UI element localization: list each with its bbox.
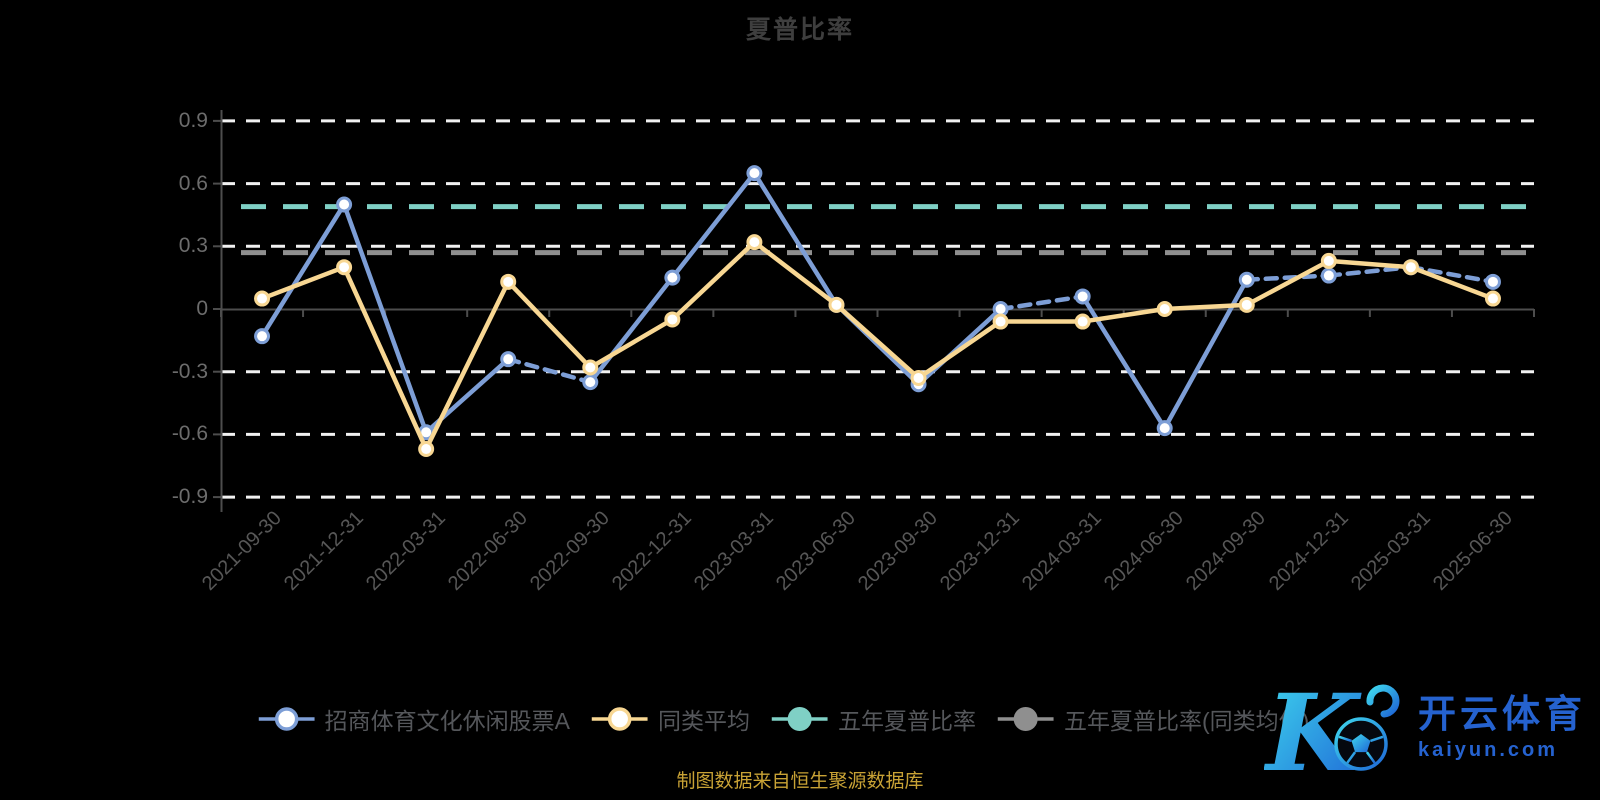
legend: 招商体育文化休闲股票A 同类平均 五年夏普比率 五年夏普比率(同类均值) <box>258 702 1309 736</box>
data-point-marker-0[interactable] <box>582 374 599 391</box>
y-tick-label: -0.6 <box>171 422 208 446</box>
legend-marker-icon <box>998 707 1055 731</box>
data-point-marker-1[interactable] <box>254 290 271 307</box>
data-point-marker-0[interactable] <box>664 269 681 286</box>
series-segment-0 <box>1326 264 1414 278</box>
y-tick-label: -0.3 <box>171 359 208 383</box>
series-segment-0 <box>341 202 429 435</box>
series-segment-0 <box>670 170 757 280</box>
data-point-marker-1[interactable] <box>1238 296 1255 313</box>
legend-label: 五年夏普比率(同类均值) <box>1064 708 1310 734</box>
series-segment-1 <box>588 317 675 370</box>
data-point-marker-1[interactable] <box>582 359 599 376</box>
legend-item[interactable]: 五年夏普比率(同类均值) <box>998 702 1309 736</box>
data-point-marker-1[interactable] <box>992 313 1009 330</box>
legend-label: 五年夏普比率 <box>838 708 977 734</box>
data-point-marker-1[interactable] <box>1484 290 1501 307</box>
series-segment-0 <box>998 294 1085 312</box>
data-point-marker-0[interactable] <box>1238 271 1255 288</box>
data-point-marker-0[interactable] <box>500 351 517 368</box>
data-point-marker-1[interactable] <box>1320 252 1337 269</box>
legend-item[interactable]: 五年夏普比率 <box>772 702 976 736</box>
data-point-marker-1[interactable] <box>500 273 517 290</box>
data-point-marker-1[interactable] <box>1074 313 1091 330</box>
legend-label: 同类平均 <box>658 708 751 734</box>
y-tick-label: -0.9 <box>171 485 208 509</box>
data-point-marker-1[interactable] <box>1156 301 1173 317</box>
data-source-note: 制图数据来自恒生聚源数据库 <box>676 771 924 792</box>
data-point-marker-0[interactable] <box>1074 288 1091 305</box>
data-point-marker-0[interactable] <box>254 328 271 345</box>
brand-domain: kaiyun.com <box>1417 739 1559 762</box>
series-segment-1 <box>1408 264 1496 301</box>
chart-title: 夏普比率 <box>745 16 854 44</box>
series-segment-1 <box>916 319 1003 381</box>
series-segment-0 <box>259 202 347 339</box>
legend-label: 招商体育文化休闲股票A <box>324 708 571 734</box>
series-segment-1 <box>505 279 593 370</box>
data-point-marker-1[interactable] <box>336 259 353 276</box>
series-segment-0 <box>1162 277 1250 431</box>
data-point-marker-1[interactable] <box>828 296 845 313</box>
data-point-marker-1[interactable] <box>664 311 681 328</box>
legend-item[interactable]: 同类平均 <box>592 702 750 736</box>
data-point-marker-0[interactable] <box>746 165 763 182</box>
y-tick-label: 0 <box>196 297 208 320</box>
kaiyun-logo: K 开云体育 kaiyun.com <box>1264 672 1586 784</box>
series-segment-1 <box>834 302 921 381</box>
series-segment-0 <box>588 275 675 385</box>
data-point-marker-1[interactable] <box>910 369 927 386</box>
series-segment-1 <box>1244 258 1332 308</box>
soccer-ball-icon <box>1334 717 1388 771</box>
series-segment-0 <box>916 306 1003 387</box>
series-segment-1 <box>423 279 511 452</box>
brand-name: 开云体育 <box>1417 693 1586 736</box>
series-segment-1 <box>1326 258 1414 270</box>
y-tick-label: 0.9 <box>178 108 208 132</box>
series-segment-0 <box>1408 264 1496 285</box>
legend-marker-icon <box>258 707 315 731</box>
data-point-marker-0[interactable] <box>1484 273 1501 290</box>
kaiyun-logo-mark: K <box>1264 672 1400 784</box>
series-segment-1 <box>259 264 347 301</box>
y-tick-label: 0.3 <box>178 234 208 258</box>
series-segment-0 <box>752 170 839 308</box>
y-tick-label: 0.6 <box>178 171 208 195</box>
data-point-marker-1[interactable] <box>1402 259 1419 276</box>
series-segment-1 <box>341 264 429 452</box>
series-segment-0 <box>505 356 593 385</box>
series-segment-1 <box>1080 306 1167 324</box>
data-point-marker-0[interactable] <box>1156 420 1173 437</box>
legend-item[interactable]: 招商体育文化休闲股票A <box>258 702 571 736</box>
logo-swirl <box>1366 684 1400 718</box>
series-segment-1 <box>670 239 757 322</box>
legend-marker-icon <box>772 707 829 731</box>
data-point-marker-1[interactable] <box>418 441 435 458</box>
legend-marker-icon <box>592 707 649 731</box>
series-segment-0 <box>1244 273 1332 282</box>
data-point-marker-1[interactable] <box>746 234 763 251</box>
data-point-marker-0[interactable] <box>1320 267 1337 284</box>
series-segment-1 <box>1162 302 1250 312</box>
series-segment-1 <box>752 239 839 308</box>
data-point-marker-0[interactable] <box>336 196 353 213</box>
